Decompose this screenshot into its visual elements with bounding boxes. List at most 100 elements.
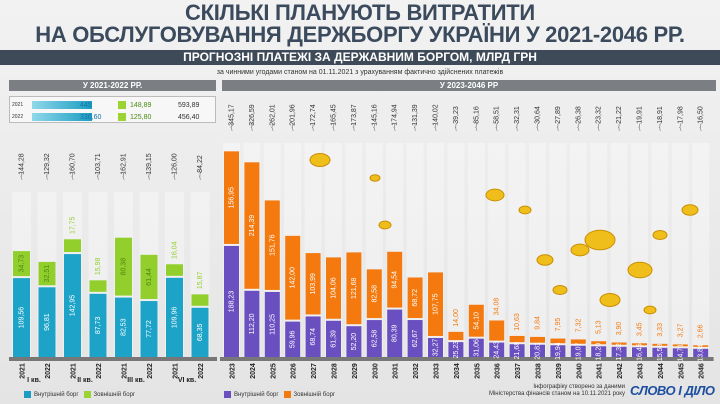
bar-internal	[64, 254, 81, 357]
year-label: 2025	[270, 363, 277, 379]
quarter-label: I кв.	[27, 377, 41, 384]
coin-icon	[599, 293, 621, 307]
label-total: 17,98	[677, 106, 684, 124]
label-total: 21,22	[616, 106, 623, 124]
bar-internal	[38, 287, 56, 357]
credit-line-2: Міністерства фінансів станом на 10.11.20…	[488, 391, 625, 397]
total-brace: {	[414, 124, 417, 131]
year-label: 2021	[20, 363, 27, 379]
bar-internal	[346, 326, 362, 357]
label-external: 15,87	[197, 272, 204, 290]
total-brace: {	[173, 173, 176, 180]
label-internal: 52,20	[351, 333, 358, 351]
baseline	[220, 357, 714, 361]
summary-row-2021: 2021 445 148,89 593,89	[10, 100, 215, 111]
baseline	[9, 357, 217, 361]
year-label: 2035	[474, 363, 481, 379]
label-external: 34,73	[19, 255, 26, 273]
legend-label: Зовнішній борг	[93, 392, 136, 399]
total-brace: {	[271, 124, 274, 131]
label-external: 54,10	[473, 312, 480, 330]
label-external: 103,99	[310, 273, 317, 295]
label-total: 16,50	[698, 106, 705, 124]
bar-internal	[550, 345, 566, 357]
bar-external	[326, 257, 341, 319]
year-label: 2046	[699, 363, 706, 379]
bar-external	[550, 338, 566, 344]
label-total: 19,91	[637, 106, 644, 124]
total-brace: {	[516, 124, 519, 131]
total-brace: {	[122, 173, 125, 180]
legend-swatch-external	[283, 391, 291, 398]
bar-external	[672, 344, 688, 347]
total-brace: {	[199, 173, 202, 180]
bar-internal	[530, 344, 545, 357]
bar-internal	[570, 345, 586, 357]
bar-external	[468, 304, 484, 337]
total-brace: {	[434, 124, 437, 131]
coin-icon	[369, 174, 381, 182]
label-external: 9,84	[535, 316, 542, 330]
year-label: 2045	[678, 363, 685, 379]
bar-external	[652, 343, 668, 346]
year-label: 2021	[71, 363, 78, 379]
coin-icon	[643, 305, 657, 315]
bar-external	[611, 342, 627, 345]
label-internal: 14,71	[677, 344, 684, 362]
label-total: 145,16	[371, 104, 378, 126]
label-internal: 62,67	[412, 330, 419, 348]
legend-label: Зовнішній борг	[293, 392, 336, 399]
year-label: 2022	[147, 363, 154, 379]
label-external: 3,45	[637, 322, 644, 336]
label-external: 14,00	[453, 309, 460, 327]
label-total: 165,45	[331, 104, 338, 126]
bar-internal	[224, 245, 239, 357]
coin-icon	[309, 153, 331, 167]
bar-background	[651, 143, 669, 357]
label-external: 82,58	[371, 285, 378, 303]
label-internal: 68,74	[310, 328, 317, 346]
label-internal: 142,95	[70, 295, 77, 317]
bar-internal	[285, 321, 301, 357]
bar-external	[264, 200, 280, 290]
bar-external	[530, 336, 545, 343]
total-brace: {	[679, 124, 682, 131]
label-total: 174,94	[392, 104, 399, 126]
year-label: 2043	[638, 363, 645, 379]
label-total: 162,91	[121, 153, 128, 175]
bar-background	[692, 143, 710, 357]
bar-internal	[166, 277, 183, 357]
bar-external	[244, 162, 260, 289]
bar-internal	[387, 309, 403, 357]
bar-external	[285, 235, 301, 320]
coin-icon	[485, 188, 505, 202]
label-external: 68,72	[412, 289, 419, 307]
bar-internal	[591, 346, 607, 357]
label-internal: 17,32	[616, 343, 623, 361]
label-internal: 96,81	[44, 313, 51, 331]
label-internal: 15,58	[657, 344, 664, 362]
label-external: 7,95	[555, 318, 562, 332]
label-external: 61,44	[146, 268, 153, 286]
bar-background	[447, 143, 465, 357]
bar-internal	[264, 291, 280, 357]
bar-external	[305, 253, 321, 315]
label-total: 144,28	[19, 153, 26, 175]
label-external: 3,33	[657, 323, 664, 337]
year-label: 2021	[173, 363, 180, 379]
label-total: 172,74	[310, 104, 317, 126]
label-internal: 68,35	[197, 324, 204, 342]
bar-internal	[632, 347, 647, 357]
internal-bar	[32, 101, 92, 109]
label-external: 17,75	[70, 216, 77, 234]
total-brace: {	[312, 124, 315, 131]
label-total: 85,16	[473, 106, 480, 124]
bar-internal	[326, 320, 341, 357]
label-total: 201,96	[290, 104, 297, 126]
subtitle-band: ПРОГНОЗНІ ПЛАТЕЖІ ЗА ДЕРЖАВНИМ БОРГОМ, М…	[0, 50, 720, 65]
label-external: 121,68	[351, 278, 358, 300]
label-total: 58,51	[494, 106, 501, 124]
bar-internal	[468, 338, 484, 357]
bar-external	[366, 269, 382, 319]
